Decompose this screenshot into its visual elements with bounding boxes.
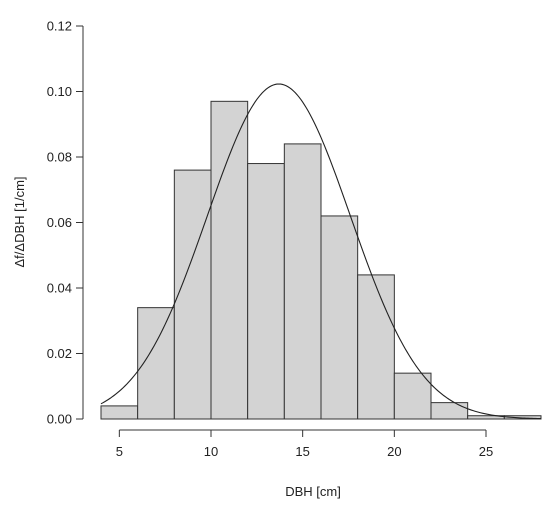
x-tick-label: 20: [387, 444, 401, 459]
x-tick-label: 15: [295, 444, 309, 459]
y-tick-label: 0.00: [47, 412, 72, 427]
y-tick-label: 0.08: [47, 150, 72, 165]
histogram-bar-10: [430, 402, 469, 420]
histogram-bar-7: [320, 215, 359, 420]
y-tick-label: 0.04: [47, 281, 72, 296]
histogram-bar-1: [100, 405, 139, 420]
fitted-density-curve: [100, 83, 542, 420]
y-tick-label: 0.10: [47, 84, 72, 99]
histogram-bar-3: [173, 169, 212, 420]
y-tick-label: 0.06: [47, 215, 72, 230]
y-axis-label: Δf/ΔDBH [1/cm]: [12, 176, 27, 267]
histogram-bar-6: [283, 143, 322, 420]
y-tick-label: 0.12: [47, 19, 72, 34]
histogram-bar-5: [247, 163, 285, 420]
y-tick-label: 0.02: [47, 346, 72, 361]
histogram-bars: [100, 100, 542, 420]
histogram-bar-9: [393, 372, 432, 420]
x-axis-label: DBH [cm]: [285, 484, 341, 499]
histogram-bar-8: [357, 274, 395, 420]
y-axis: 0.00 0.02 0.04 0.06 0.08 0.10 0.12: [47, 19, 84, 427]
histogram-bar-12: [503, 415, 542, 420]
x-axis: 5 10 15 20 25: [116, 429, 493, 459]
x-tick-label: 10: [204, 444, 218, 459]
x-tick-label: 25: [479, 444, 493, 459]
histogram-bar-4: [210, 100, 249, 420]
x-tick-label: 5: [116, 444, 123, 459]
